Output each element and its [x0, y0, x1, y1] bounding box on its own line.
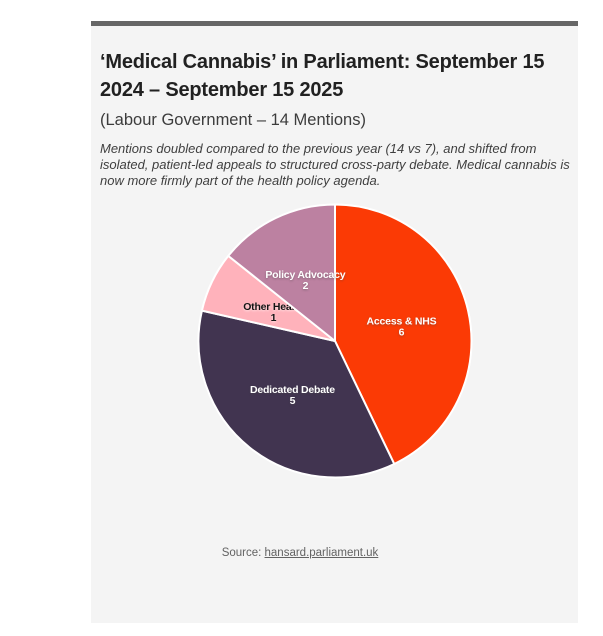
- pie-slice-label-dedicated-debate: Dedicated Debate 5: [250, 384, 335, 407]
- pie-slice-access-nhs[interactable]: [334, 203, 473, 465]
- pie-slice-label-access-nhs: Access & NHS 6: [367, 315, 437, 338]
- pie-slice-policy-advocacy[interactable]: [227, 203, 336, 342]
- chart-description: Mentions doubled compared to the previou…: [100, 141, 570, 189]
- pie-slice-label-policy-advocacy: Policy Advocacy 2: [265, 269, 345, 292]
- source-link[interactable]: hansard.parliament.uk: [264, 547, 379, 559]
- chart-card: ‘Medical Cannabis’ in Parliament: Septem…: [91, 21, 578, 623]
- source-label: Source:: [221, 547, 265, 559]
- pie-slice-dedicated-debate[interactable]: [197, 309, 396, 479]
- chart-subtitle: (Labour Government – 14 Mentions): [100, 111, 366, 129]
- chart-title: ‘Medical Cannabis’ in Parliament: Septem…: [100, 51, 545, 101]
- source-line: Source: hansard.parliament.uk: [91, 547, 509, 559]
